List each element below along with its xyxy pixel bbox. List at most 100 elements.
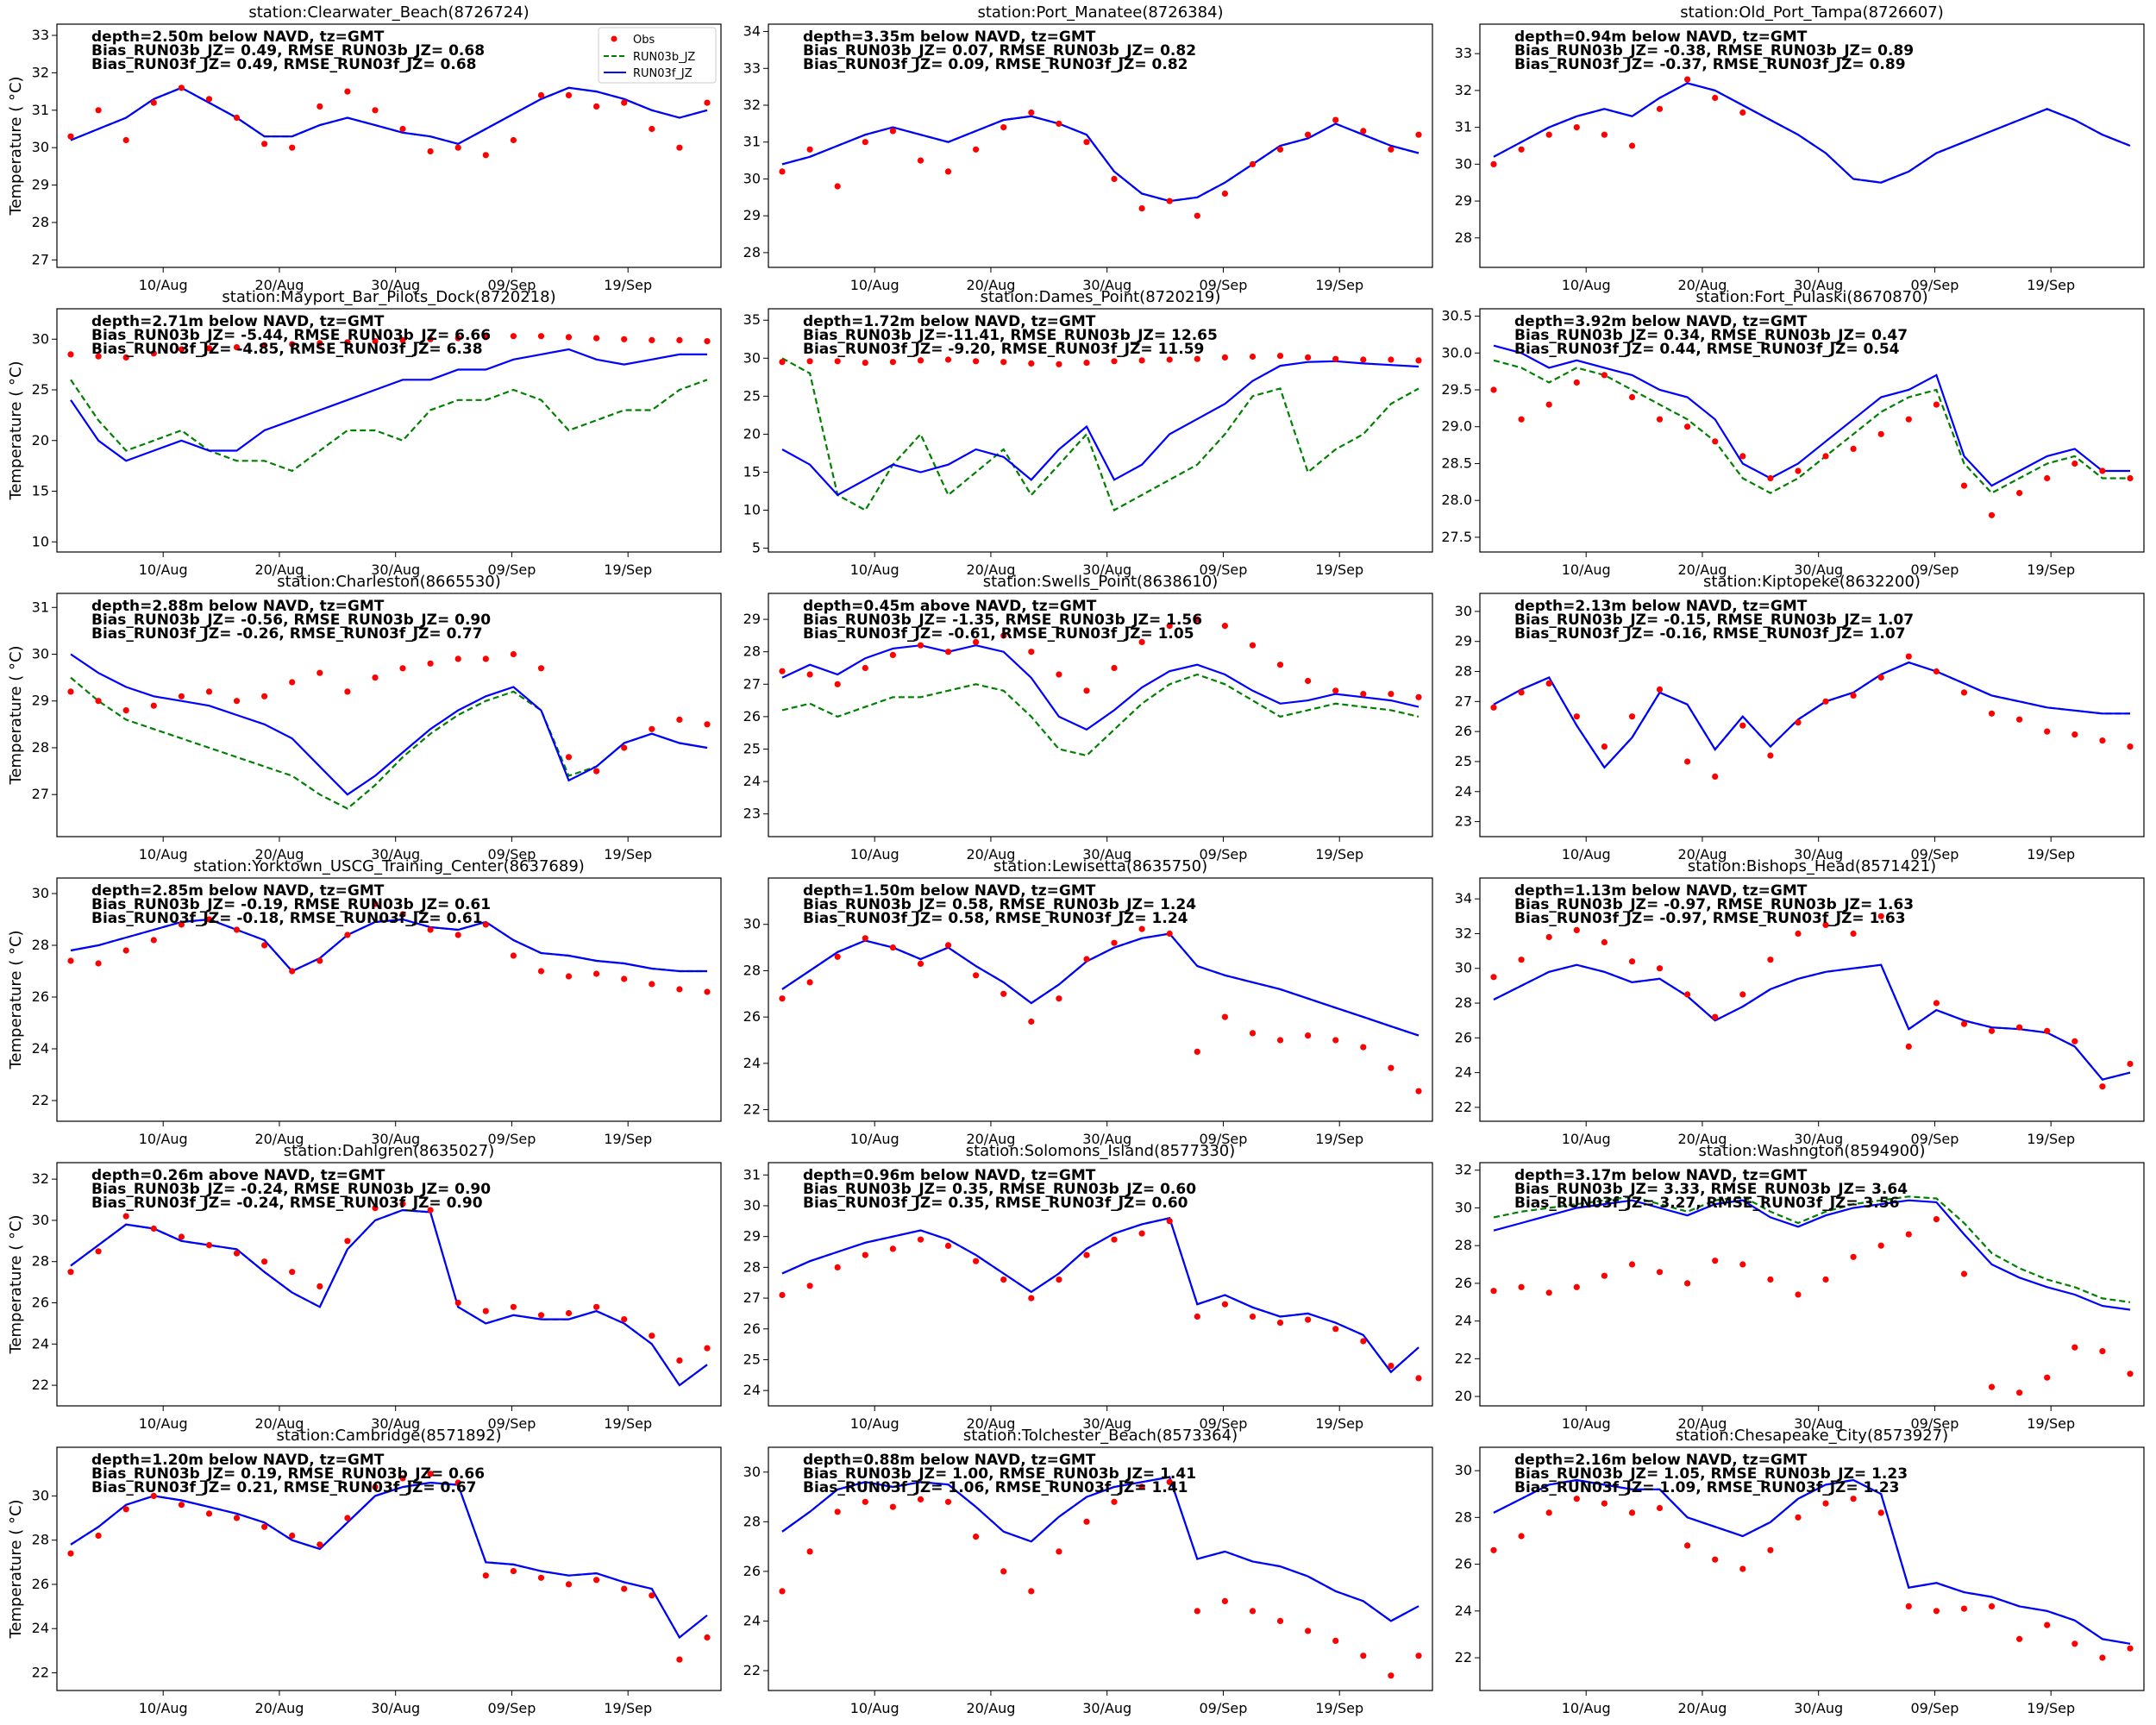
y-tick-label: 30 [743,170,761,186]
obs-point [2127,1060,2134,1068]
obs-point [834,358,841,365]
stats-line: Bias_RUN03b_JZ= 3.33, RMSE_RUN03b_JZ= 3.… [1514,1181,1908,1198]
obs-point [1194,1608,1200,1615]
obs-point [1960,1605,1968,1612]
x-tick-label: 09/Sep [1199,277,1247,293]
obs-point [95,353,102,360]
obs-point [178,85,185,91]
obs-point [1138,357,1145,364]
obs-point [889,651,896,659]
y-tick-label: 30 [32,139,49,155]
run03f-line [70,86,708,145]
obs-point [399,1475,406,1482]
y-tick-label: 29.0 [1441,418,1472,435]
obs-point [1083,1251,1090,1258]
x-tick-label: 19/Sep [604,1415,652,1432]
y-tick-label: 29 [743,611,761,627]
obs-point [565,1581,573,1588]
y-tick-label: 33 [32,27,49,43]
plot-frame [1479,1446,2145,1691]
x-tick-label: 19/Sep [2027,1131,2075,1147]
obs-point [704,721,711,728]
obs-point [510,650,517,658]
run03b-line [70,1481,708,1640]
obs-point [537,333,545,340]
obs-point [621,336,628,342]
obs-point [917,1236,924,1243]
obs-point [1988,710,1996,717]
obs-point [1656,105,1664,112]
x-tick-label: 10/Aug [1562,1700,1611,1716]
obs-point [510,136,517,144]
run03b-line [70,1208,708,1387]
obs-point [834,953,841,960]
obs-point [917,157,924,164]
obs-point [1545,933,1552,941]
obs-point [1767,474,1774,482]
y-tick-label: 24 [32,1335,49,1352]
y-axis-label: Temperature ( °C) [7,1499,25,1639]
run03b-line [781,932,1420,1037]
obs-point [1388,1363,1395,1370]
stats-line: Bias_RUN03b_JZ= -1.35, RMSE_RUN03b_JZ= 1… [803,612,1202,629]
obs-point [95,1532,102,1540]
run03f-line [781,644,1420,731]
y-tick-label: 20 [32,432,49,448]
obs-point [67,351,74,358]
x-tick-label: 10/Aug [850,1131,899,1147]
obs-point [1111,1236,1118,1243]
obs-point [1083,956,1090,963]
obs-point [1712,1013,1719,1020]
obs-point [1601,131,1608,138]
y-tick-label: 23 [743,806,761,822]
y-tick-label: 32 [743,97,761,113]
obs-point [67,957,74,964]
obs-point [150,99,157,106]
obs-point [1905,416,1912,423]
obs-point [806,358,813,365]
x-tick-label: 20/Aug [966,1415,1015,1432]
panel-title: station:Yorktown_USCG_Training_Center(86… [193,857,585,875]
plot-frame [1479,23,2145,268]
x-tick-label: 09/Sep [487,1131,536,1147]
obs-point [454,335,461,342]
panel-title: station:Charleston(8665530) [277,573,501,591]
obs-point [1712,773,1719,781]
obs-point [1221,1013,1228,1020]
stats-line: Bias_RUN03b_JZ= -0.24, RMSE_RUN03b_JZ= 0… [91,1181,491,1198]
x-tick-label: 20/Aug [966,561,1015,578]
x-tick-label: 30/Aug [1794,846,1843,862]
obs-point [1028,1588,1035,1595]
y-tick-label: 27 [743,1289,761,1306]
x-tick-label: 20/Aug [254,1131,304,1147]
panel: station:Charleston(8665530) 27 28 29 30 31 10/… [7,573,722,862]
plot-frame [768,1446,1433,1691]
plot-frame [768,1162,1433,1407]
panel: station:Washngton(8594900) 20 22 24 26 28 30 32… [1455,1142,2145,1432]
obs-point [1221,1597,1228,1604]
panel-title: station:Mayport_Bar_Pilots_Dock(8720218) [222,288,555,306]
obs-point [944,356,952,363]
obs-point [1795,719,1802,726]
obs-point [1249,1313,1257,1320]
obs-point [1933,1000,1940,1007]
obs-point [344,1515,351,1521]
obs-point [2127,474,2134,482]
run03f-line [70,348,707,462]
obs-point [1332,1037,1339,1044]
obs-point [565,91,573,98]
obs-point [944,942,952,949]
y-tick-label: 30 [32,1212,49,1228]
obs-point [372,1205,379,1212]
y-tick-label: 25 [743,387,761,404]
stats-line: depth=3.17m below NAVD, tz=GMT [1514,1167,1808,1184]
obs-point [1628,1509,1636,1516]
stats-line: depth=2.71m below NAVD, tz=GMT [91,313,385,330]
x-tick-label: 30/Aug [1794,1415,1843,1432]
obs-point [1739,1565,1746,1572]
x-tick-label: 09/Sep [1910,1700,1959,1716]
obs-point [649,725,655,732]
obs-point [1276,1037,1284,1044]
panel-title: station:Washngton(8594900) [1699,1142,1926,1160]
obs-point [2099,467,2106,474]
